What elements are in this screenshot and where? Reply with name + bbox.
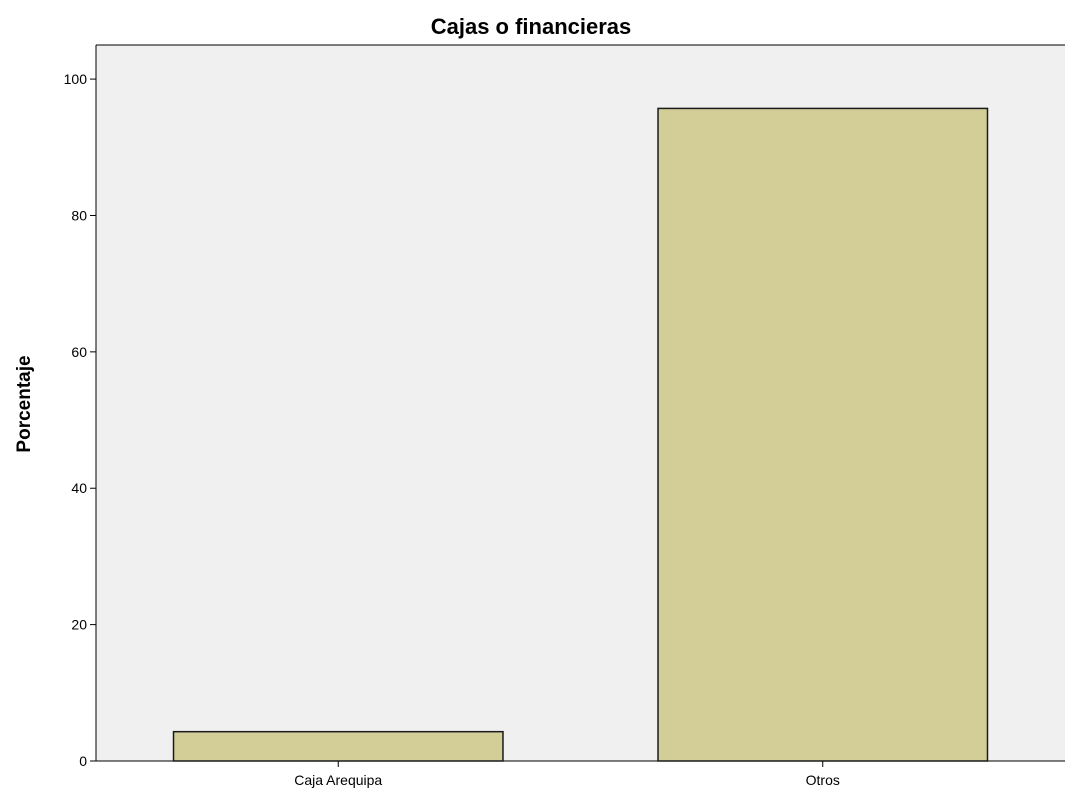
- bars-group: [172, 107, 989, 762]
- x-axis-ticks: Caja Arequipa Otros: [294, 761, 840, 788]
- y-axis-ticks: 0 20 40 60 80 100: [64, 71, 96, 769]
- y-axis-label: Porcentaje: [14, 355, 35, 452]
- y-tick-label: 80: [71, 207, 87, 223]
- bar: [172, 730, 504, 762]
- y-tick-label: 0: [79, 753, 87, 769]
- y-tick-label: 20: [71, 617, 87, 633]
- x-tick-label: Otros: [806, 772, 840, 788]
- y-tick-label: 40: [71, 480, 87, 496]
- chart-title: Cajas o financieras: [431, 14, 632, 39]
- y-tick-label: 100: [64, 71, 88, 87]
- y-tick-label: 60: [71, 344, 87, 360]
- bar: [657, 107, 989, 762]
- x-tick-label: Caja Arequipa: [294, 772, 382, 788]
